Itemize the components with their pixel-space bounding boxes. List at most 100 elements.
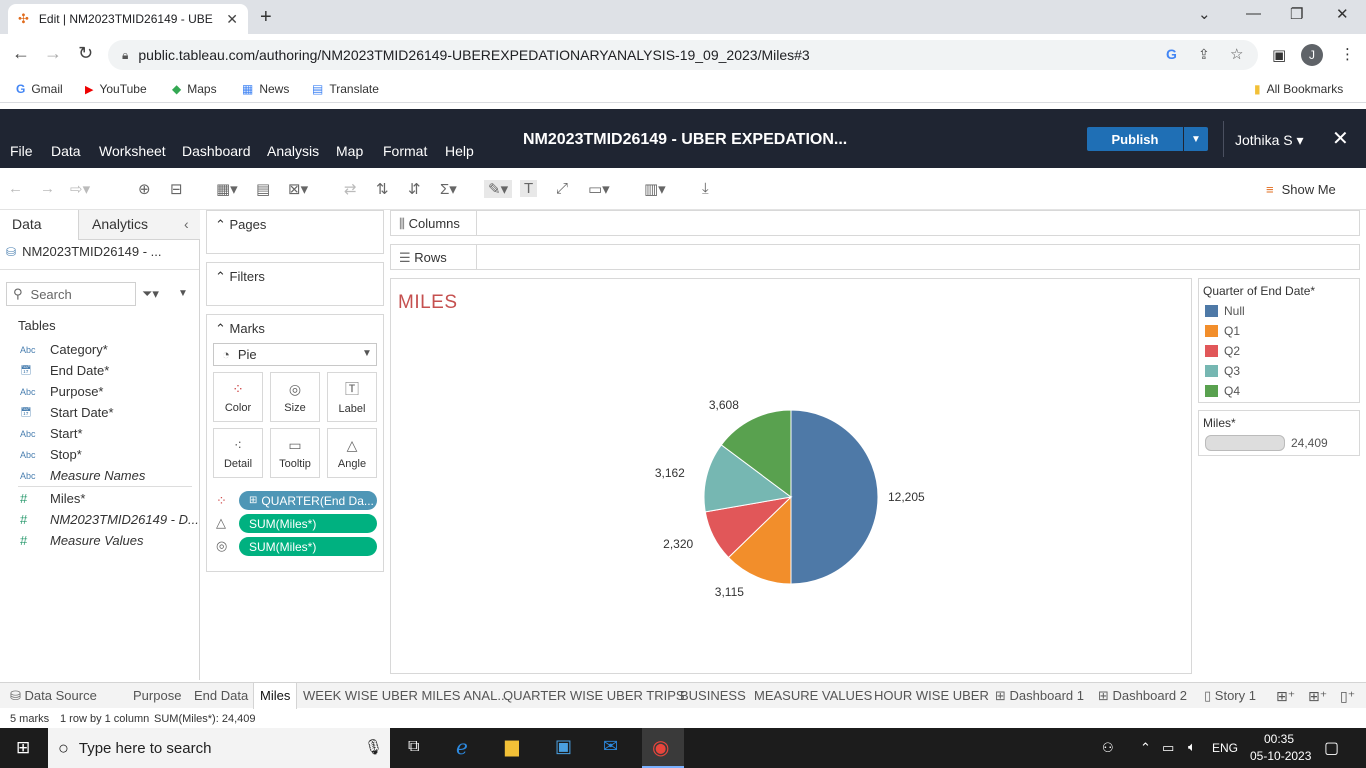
search-input[interactable]: ⚲ Search: [6, 282, 136, 306]
pages-card[interactable]: ⌃ Pages: [206, 210, 384, 254]
fix-axes-icon[interactable]: ⤢: [556, 180, 569, 197]
task-view-icon[interactable]: ⧉: [408, 738, 420, 755]
windows-start-icon[interactable]: ⊞: [16, 738, 31, 757]
people-icon[interactable]: ⚇: [1102, 740, 1114, 755]
legend-item[interactable]: Q3: [1205, 364, 1240, 378]
redo-icon[interactable]: →: [40, 180, 55, 197]
clock-time[interactable]: 00:35: [1264, 732, 1295, 746]
menu-format[interactable]: Format: [383, 143, 428, 159]
tab-dashboard-1[interactable]: ⊞ Dashboard 1: [995, 688, 1084, 703]
legend-item[interactable]: Q4: [1205, 384, 1240, 398]
tab-measure-values[interactable]: MEASURE VALUES: [754, 688, 873, 703]
swap-icon[interactable]: ⇄: [344, 181, 357, 198]
store-icon[interactable]: ▣: [555, 736, 573, 756]
field-item[interactable]: # Miles*: [20, 491, 85, 506]
field-item[interactable]: Abc Measure Names: [20, 468, 145, 483]
sort-descending-icon[interactable]: ⇵: [408, 181, 421, 198]
bookmark-maps[interactable]: ◆ Maps: [172, 82, 217, 96]
show-labels-icon[interactable]: T: [520, 180, 538, 197]
user-menu[interactable]: Jothika S ▾: [1235, 132, 1304, 148]
profile-avatar[interactable]: J: [1301, 44, 1323, 66]
address-bar[interactable]: 🔒︎ public.tableau.com/authoring/NM2023TM…: [108, 40, 1258, 70]
battery-icon[interactable]: ▭: [1162, 740, 1175, 755]
angle-button[interactable]: △ Angle: [327, 428, 377, 478]
menu-data[interactable]: Data: [51, 143, 81, 159]
new-worksheet-tab-icon[interactable]: ⊞⁺: [1276, 688, 1296, 704]
google-lens-icon[interactable]: G: [1166, 46, 1177, 62]
share-icon[interactable]: ⇪: [1198, 46, 1210, 62]
publish-button[interactable]: Publish: [1087, 127, 1183, 151]
browser-menu-icon[interactable]: ⋮: [1340, 46, 1355, 63]
tab-week-wise[interactable]: WEEK WISE UBER MILES ANAL...: [303, 688, 509, 703]
mark-type-select[interactable]: ◔ Pie ▼: [213, 343, 377, 366]
field-item[interactable]: 📅︎ End Date*: [20, 363, 109, 378]
field-item[interactable]: Abc Stop*: [20, 447, 82, 462]
color-button[interactable]: ⁘ Color: [213, 372, 263, 422]
filter-fields-icon[interactable]: ⏷▾: [142, 286, 159, 301]
sort-ascending-icon[interactable]: ⇅: [376, 181, 389, 198]
mail-icon[interactable]: ✉: [603, 736, 619, 756]
menu-map[interactable]: Map: [336, 143, 364, 159]
publish-dropdown-icon[interactable]: ▼: [1184, 127, 1208, 151]
close-tab-icon[interactable]: ✕: [226, 10, 238, 27]
notifications-icon[interactable]: ▢: [1324, 740, 1340, 757]
tab-data-source[interactable]: ⛁ Data Source: [10, 688, 97, 703]
size-button[interactable]: ◎ Size: [270, 372, 320, 422]
clear-sheet-icon[interactable]: ⊠▾: [288, 181, 309, 198]
show-me-button[interactable]: ≡ Show Me: [1266, 182, 1336, 197]
new-dashboard-tab-icon[interactable]: ⊞⁺: [1308, 688, 1328, 704]
pie-slices[interactable]: [703, 409, 879, 585]
taskbar-search-input[interactable]: ○ Type here to search 🎙︎: [48, 728, 390, 768]
color-legend[interactable]: Quarter of End Date* Null Q1 Q2 Q3 Q4: [1198, 278, 1360, 403]
legend-item[interactable]: Q1: [1205, 324, 1240, 338]
sum-miles-angle-pill[interactable]: SUM(Miles*): [239, 514, 377, 533]
tab-hour-wise[interactable]: HOUR WISE UBER: [874, 688, 989, 703]
tab-search-icon[interactable]: ⌄: [1198, 6, 1211, 23]
bookmark-news[interactable]: ▦ News: [242, 82, 290, 96]
rows-shelf[interactable]: ☰ Rows: [390, 244, 1360, 270]
pie-chart[interactable]: [390, 278, 1192, 674]
sum-miles-size-pill[interactable]: SUM(Miles*): [239, 537, 377, 556]
fit-icon[interactable]: ▭▾: [588, 181, 610, 198]
field-item[interactable]: 📅︎ Start Date*: [20, 405, 114, 420]
tab-business[interactable]: BUSINESS: [680, 688, 746, 703]
field-item[interactable]: Abc Category*: [20, 342, 108, 357]
field-item[interactable]: Abc Start*: [20, 426, 83, 441]
forward-icon[interactable]: →: [44, 43, 62, 63]
minimize-button[interactable]: —: [1246, 5, 1261, 22]
bookmark-translate[interactable]: ▤ Translate: [312, 82, 379, 96]
reload-icon[interactable]: ↻: [78, 43, 94, 63]
close-editor-icon[interactable]: ✕: [1332, 128, 1349, 150]
duplicate-sheet-icon[interactable]: ▤: [256, 181, 271, 198]
bookmark-youtube[interactable]: ▶ YouTube: [85, 82, 147, 96]
bookmark-gmail[interactable]: G Gmail: [16, 82, 63, 96]
tab-purpose[interactable]: Purpose: [133, 688, 182, 703]
field-item[interactable]: # NM2023TMID26149 - D...: [20, 512, 199, 527]
bookmark-star-icon[interactable]: ☆: [1230, 46, 1244, 63]
browser-tab[interactable]: ✣ Edit | NM2023TMID26149 - UBE ✕: [8, 4, 248, 34]
pie-slice-q3[interactable]: [703, 444, 793, 513]
download-icon[interactable]: ⤓: [702, 180, 709, 197]
language-indicator[interactable]: ENG: [1212, 741, 1239, 755]
tab-end-data[interactable]: End Data: [194, 688, 249, 703]
new-datasource-icon[interactable]: ⊕: [138, 181, 151, 198]
pie-slice-null[interactable]: [790, 409, 879, 585]
filters-card[interactable]: ⌃ Filters: [206, 262, 384, 306]
menu-analysis[interactable]: Analysis: [267, 143, 320, 159]
new-tab-button[interactable]: +: [260, 6, 272, 28]
all-bookmarks[interactable]: ▮ All Bookmarks: [1254, 82, 1344, 96]
sidepanel-icon[interactable]: ▣: [1272, 47, 1287, 64]
pane-menu-icon[interactable]: ▼: [178, 288, 188, 299]
collapse-pane-icon[interactable]: ‹: [184, 216, 189, 232]
tab-quarter-wise[interactable]: QUARTER WISE UBER TRIPS: [503, 688, 685, 703]
pie-slice-q4[interactable]: [720, 409, 792, 498]
menu-dashboard[interactable]: Dashboard: [182, 143, 251, 159]
replay-icon[interactable]: ⇨▾: [70, 181, 91, 198]
legend-item[interactable]: Null: [1205, 304, 1245, 318]
presentation-icon[interactable]: ▥▾: [644, 181, 666, 198]
back-icon[interactable]: ←: [12, 43, 30, 63]
tab-data[interactable]: Data: [12, 216, 42, 232]
tooltip-button[interactable]: ▭ Tooltip: [270, 428, 320, 478]
menu-worksheet[interactable]: Worksheet: [99, 143, 166, 159]
field-item[interactable]: # Measure Values: [20, 533, 143, 548]
